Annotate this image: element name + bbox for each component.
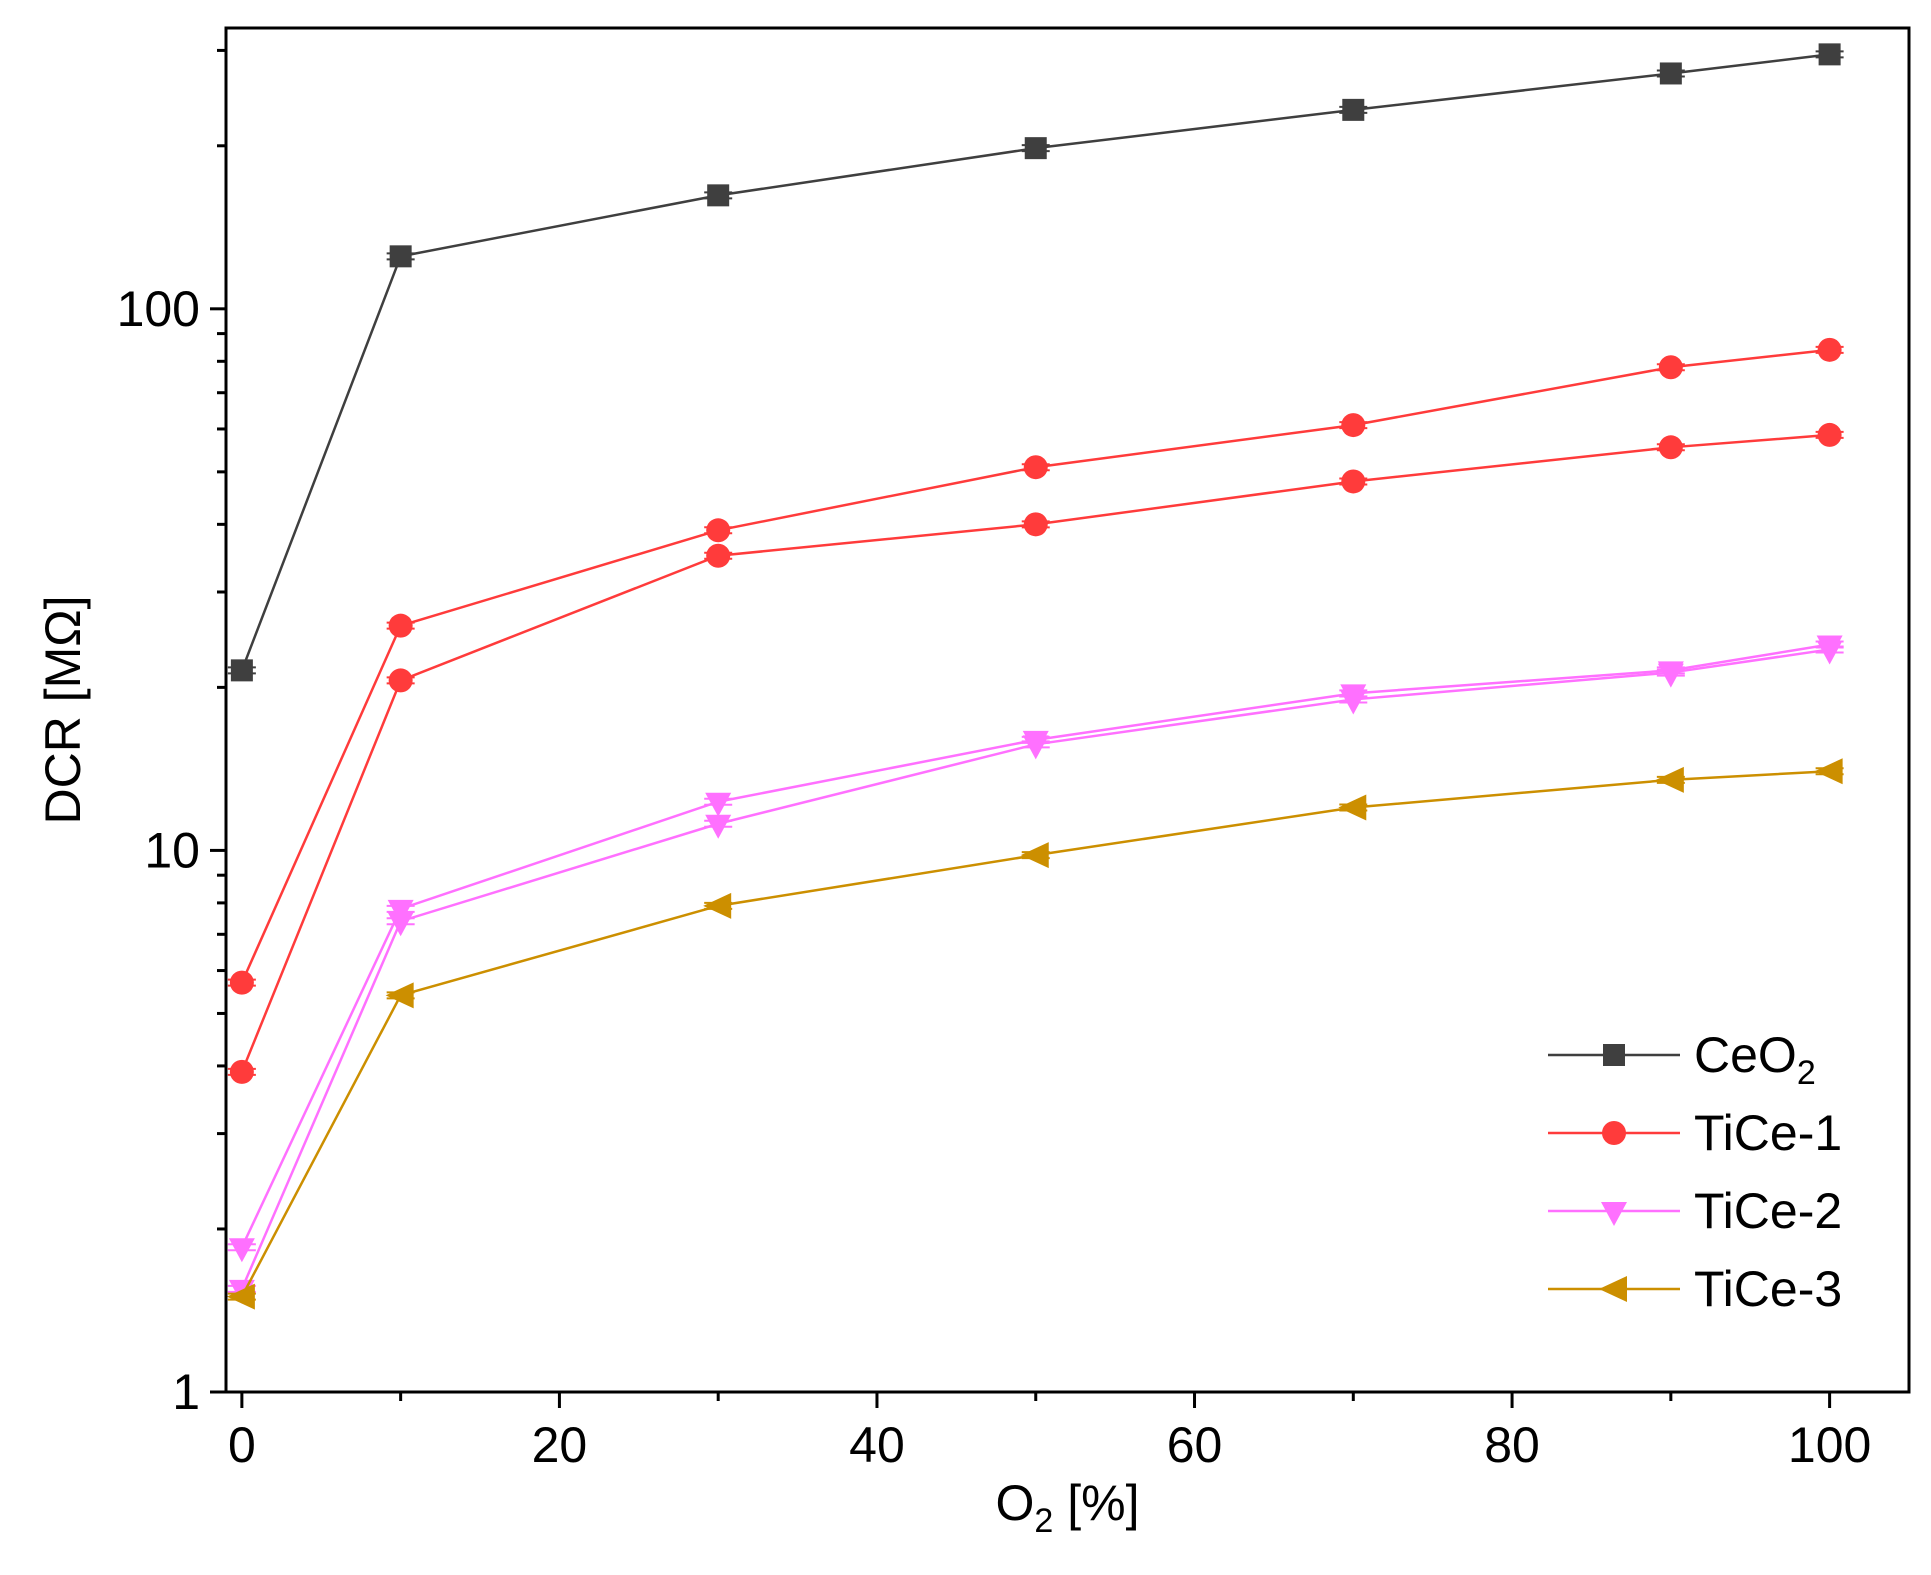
x-tick-label: 40 (849, 1417, 905, 1473)
series-2 (227, 422, 1844, 1084)
y-tick-label: 10 (144, 822, 200, 878)
data-point (1338, 794, 1367, 821)
x-axis-title-tail: [%] (1053, 1475, 1139, 1531)
data-point (389, 245, 412, 268)
series-5 (226, 758, 1844, 1310)
data-point (1340, 690, 1367, 715)
data-point (705, 792, 732, 817)
data-point (1657, 663, 1684, 688)
legend: CeO2 TiCe-1 TiCe-2 TiCe-3 (1548, 1027, 1842, 1317)
data-point (707, 184, 730, 207)
data-point (1341, 413, 1366, 438)
data-point (1817, 422, 1842, 447)
legend-marker (1599, 1276, 1627, 1302)
legend-label: TiCe-2 (1694, 1183, 1842, 1239)
data-point (1814, 758, 1843, 785)
data-point (229, 970, 254, 995)
x-tick-label: 60 (1167, 1417, 1223, 1473)
data-point (228, 1238, 255, 1263)
data-point (1658, 435, 1683, 460)
x-tick-label: 20 (532, 1417, 588, 1473)
data-point (1816, 640, 1843, 665)
data-point (387, 912, 414, 937)
data-point (1022, 735, 1049, 760)
series-4 (227, 640, 1844, 1304)
data-point (1818, 43, 1841, 66)
data-point (229, 1059, 254, 1084)
legend-marker (1603, 1044, 1625, 1066)
data-point (1341, 469, 1366, 494)
series-3 (227, 635, 1844, 1263)
data-point (387, 899, 414, 924)
data-point (1024, 137, 1047, 160)
data-point (706, 518, 731, 543)
data-point (1342, 98, 1365, 121)
data-point (703, 892, 732, 919)
legend-label-main: TiCe-1 (1694, 1105, 1842, 1161)
legend-label-main: CeO (1694, 1027, 1797, 1083)
data-point (226, 1283, 255, 1310)
x-tick-label: 80 (1484, 1417, 1540, 1473)
y-axis-title: DCR [MΩ] (35, 595, 91, 824)
series-1 (227, 337, 1844, 995)
series-layer (226, 43, 1844, 1310)
legend-label-sub: 2 (1797, 1054, 1816, 1092)
data-point (1020, 842, 1049, 869)
x-axis-title-main: O (996, 1475, 1035, 1531)
legend-label-main: TiCe-3 (1694, 1261, 1842, 1317)
x-tick-label: 0 (228, 1417, 256, 1473)
axes-layer: 0 20 40 60 80 100 1 10 100 (117, 26, 1911, 1473)
legend-label-main: TiCe-2 (1694, 1183, 1842, 1239)
data-point (1655, 766, 1684, 793)
data-point (1658, 355, 1683, 380)
data-point (1659, 62, 1682, 85)
data-point (230, 659, 253, 682)
legend-label: CeO2 (1694, 1027, 1816, 1092)
legend-item: TiCe-3 (1548, 1261, 1842, 1317)
legend-label: TiCe-3 (1694, 1261, 1842, 1317)
data-point (385, 982, 414, 1009)
legend-marker (1601, 1202, 1627, 1226)
plot-frame (224, 26, 1911, 1394)
legend-item: TiCe-1 (1548, 1105, 1842, 1161)
x-axis-title: O2 [%] (996, 1475, 1140, 1540)
data-point (388, 613, 413, 638)
data-point (705, 814, 732, 839)
legend-item: TiCe-2 (1548, 1183, 1842, 1239)
data-point (1817, 337, 1842, 362)
data-point (1023, 512, 1048, 537)
series-0 (227, 43, 1844, 682)
data-point (706, 543, 731, 568)
y-tick-label: 1 (172, 1364, 200, 1420)
y-tick-label: 100 (117, 281, 200, 337)
data-point (1023, 455, 1048, 480)
legend-item: CeO2 (1548, 1027, 1816, 1092)
x-axis-title-sub: 2 (1034, 1502, 1053, 1540)
legend-marker (1602, 1121, 1626, 1145)
x-tick-label: 100 (1788, 1417, 1871, 1473)
legend-label: TiCe-1 (1694, 1105, 1842, 1161)
series-line (240, 348, 1830, 984)
data-point (388, 668, 413, 693)
